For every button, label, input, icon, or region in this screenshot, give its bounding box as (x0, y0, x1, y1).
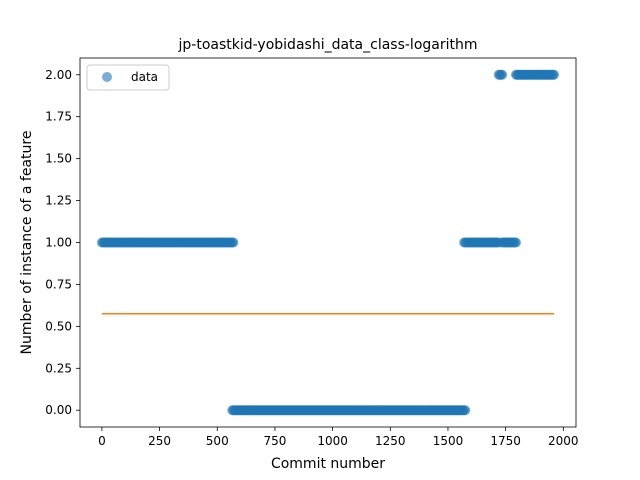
legend: data (86, 64, 170, 91)
y-tick-label: 0.50 (45, 319, 72, 333)
y-tick-label: 2.00 (45, 68, 72, 82)
x-tick-label: 1500 (433, 434, 464, 448)
x-tick-label: 500 (206, 434, 229, 448)
y-tick-label: 1.75 (45, 110, 72, 124)
y-tick-label: 0.25 (45, 361, 72, 375)
y-tick-label: 1.25 (45, 194, 72, 208)
x-tick-label: 1750 (490, 434, 521, 448)
x-tick-label: 1000 (317, 434, 348, 448)
legend-label: data (131, 70, 158, 84)
y-tick-label: 0.00 (45, 403, 72, 417)
y-tick-label: 1.00 (45, 236, 72, 250)
y-axis-ticks: 0.00 0.25 0.50 0.75 1.00 1.25 1.50 1.75 2.00 (45, 68, 80, 417)
data-point (228, 237, 239, 248)
y-axis-label: Number of instance of a feature (19, 131, 35, 355)
chart-title: jp-toastkid-yobidashi_data_class-logarit… (178, 37, 478, 53)
x-axis-label: Commit number (271, 456, 385, 472)
data-point (511, 237, 522, 248)
legend-marker (102, 72, 112, 82)
data-points (96, 69, 560, 416)
x-tick-label: 250 (148, 434, 171, 448)
legend-box (86, 64, 170, 91)
data-point (497, 69, 508, 80)
y-tick-label: 1.50 (45, 152, 72, 166)
data-point (549, 69, 560, 80)
x-tick-label: 1250 (375, 434, 406, 448)
data-point (460, 405, 471, 416)
x-tick-label: 0 (98, 434, 106, 448)
y-tick-label: 0.75 (45, 277, 72, 291)
x-tick-label: 750 (263, 434, 286, 448)
x-axis-ticks: 0 250 500 750 1000 1250 1500 1750 2000 (98, 427, 579, 448)
x-tick-label: 2000 (548, 434, 579, 448)
